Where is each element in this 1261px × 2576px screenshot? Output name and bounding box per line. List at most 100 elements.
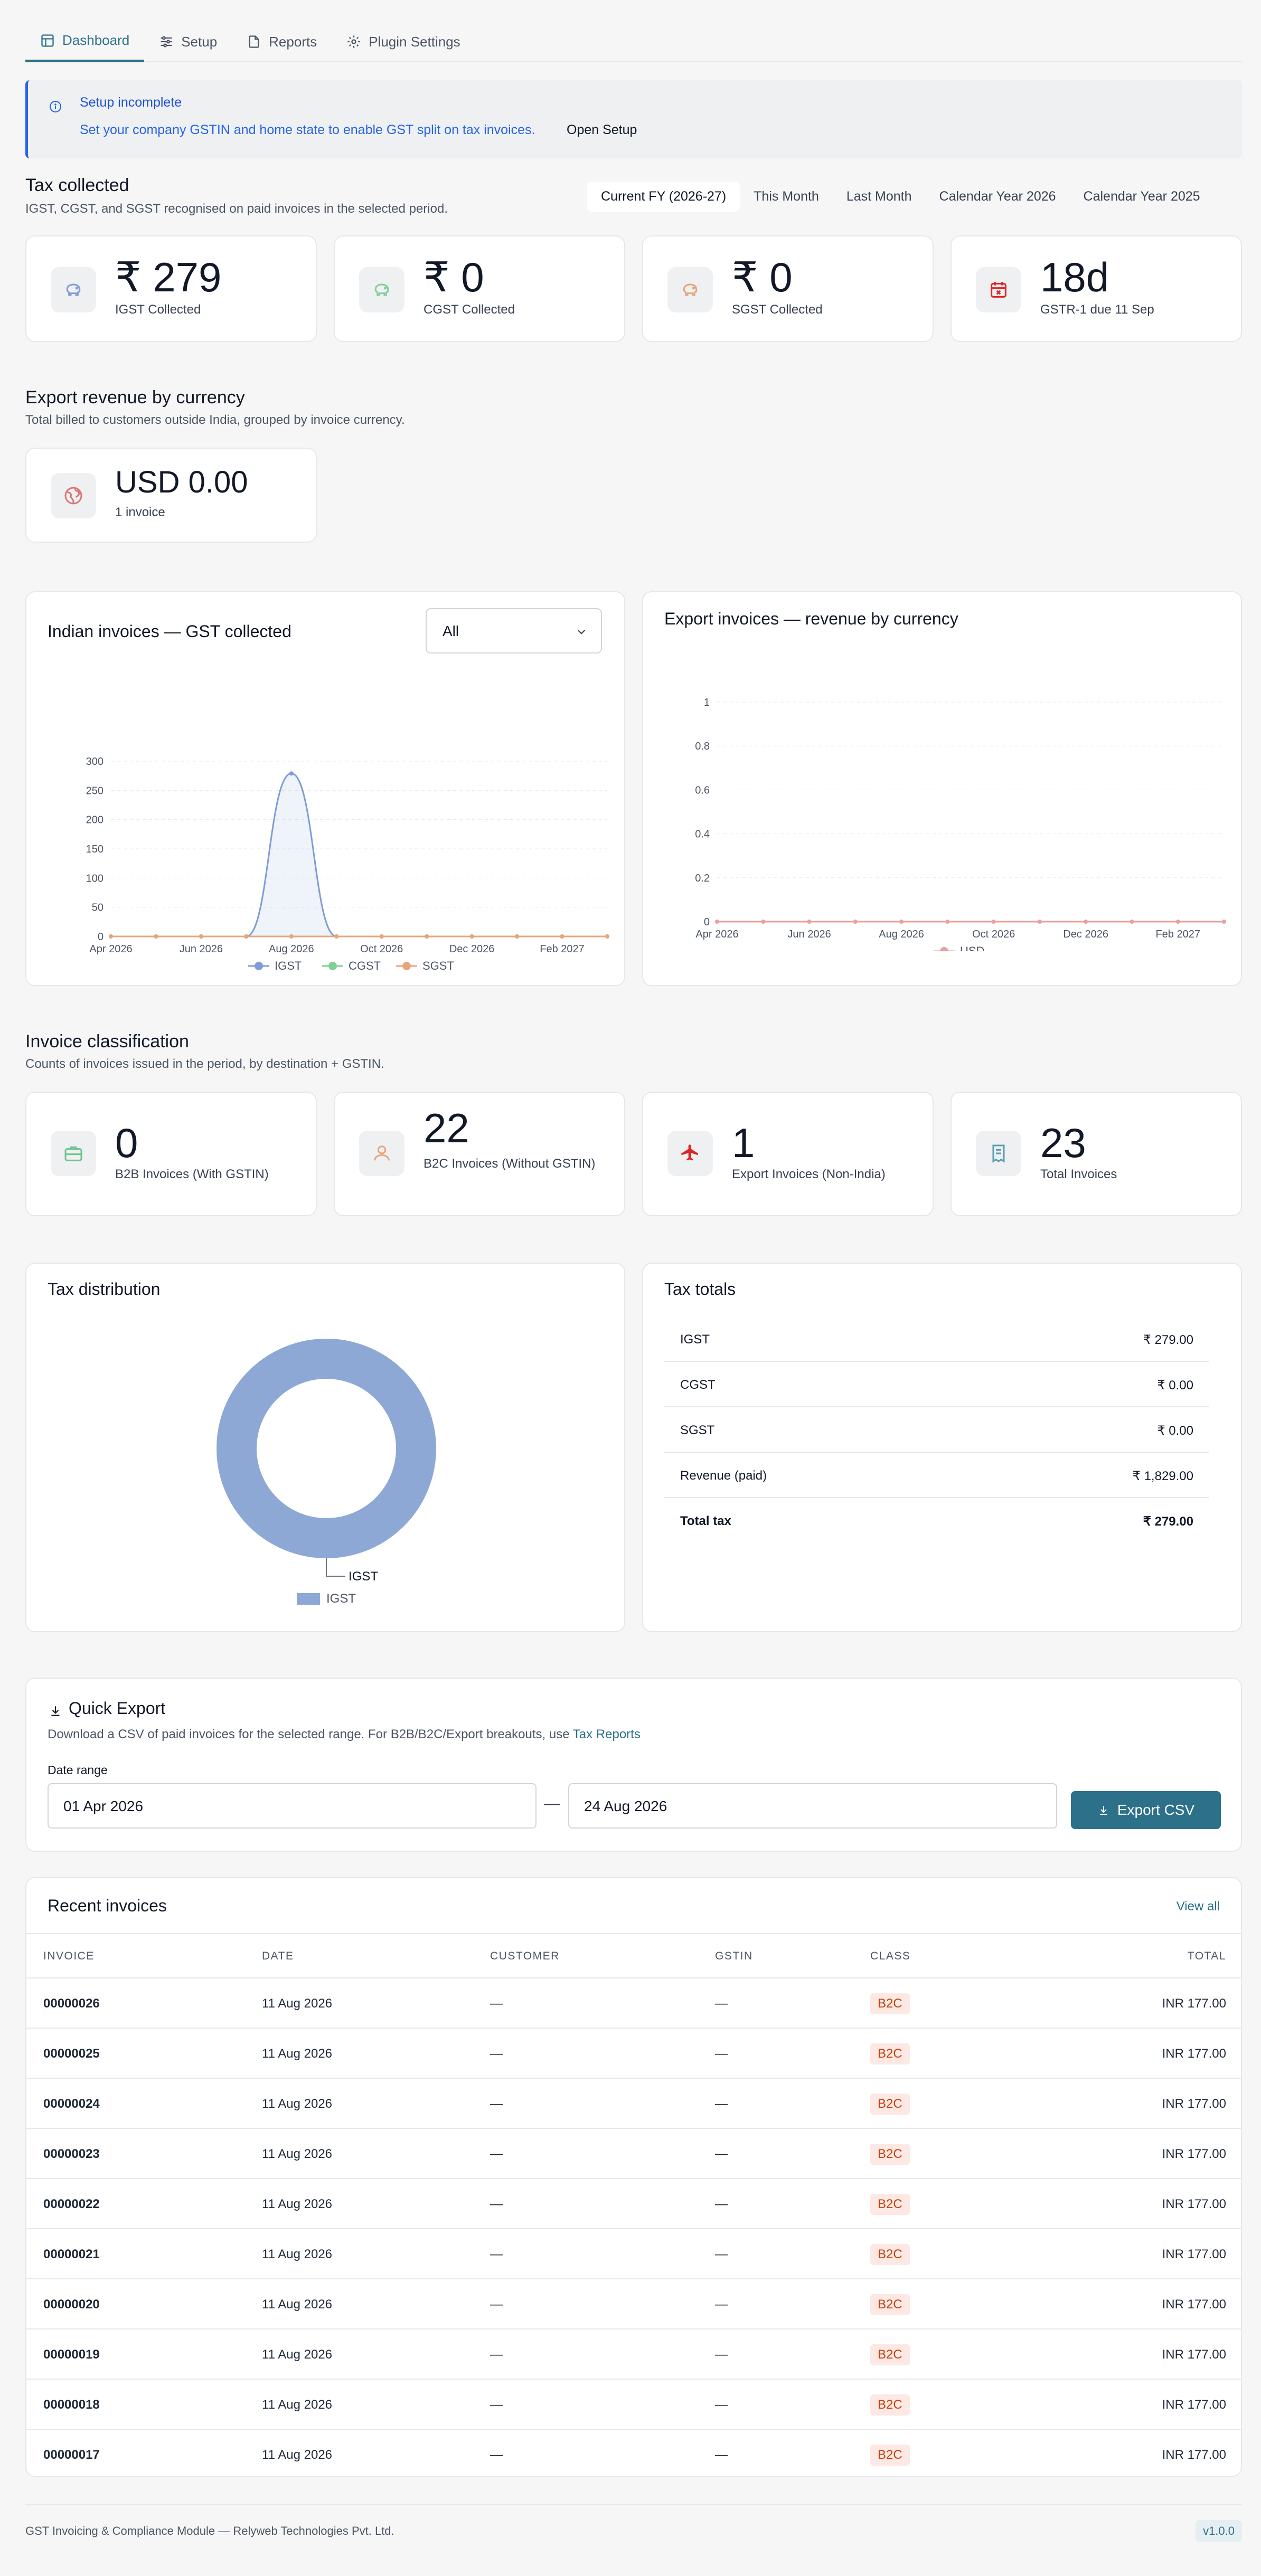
table-row[interactable]: 00000024 11 Aug 2026 — — B2C INR 177.00 <box>26 2078 1241 2128</box>
data-point <box>715 920 719 924</box>
tax-totals-panel: Tax totals IGST ₹ 279.00 CGST ₹ 0.00 SGS… <box>642 1263 1242 1632</box>
sgst-card: ₹ 0 SGST Collected <box>642 235 934 342</box>
table-row[interactable]: 00000023 11 Aug 2026 — — B2C INR 177.00 <box>26 2128 1241 2178</box>
y-tick-label: 150 <box>86 844 103 855</box>
cell-total: INR 177.00 <box>1162 2448 1226 2462</box>
tax-distribution-panel: Tax distribution IGST IGST <box>25 1263 625 1632</box>
igst-card: ₹ 279 IGST Collected <box>25 235 317 342</box>
col-date: DATE <box>262 1950 294 1962</box>
date-to-input[interactable]: 24 Aug 2026 <box>568 1783 1057 1829</box>
slice-label: IGST <box>349 1569 378 1584</box>
cgst-label: CGST Collected <box>424 302 515 317</box>
cell-customer: — <box>490 2297 503 2312</box>
table-row[interactable]: 00000019 11 Aug 2026 — — B2C INR 177.00 <box>26 2328 1241 2379</box>
cell-date: 11 Aug 2026 <box>262 2347 333 2362</box>
chevron-down-icon <box>577 629 586 634</box>
b2b-label: B2B Invoices (With GSTIN) <box>115 1167 269 1181</box>
export-line-chart: 0 0.2 0.4 0.6 0.8 1 Apr 2026 Jun 2026 Aug 2026 Oc… <box>695 697 1226 951</box>
tab-plugin-settings[interactable]: Plugin Settings <box>332 21 475 62</box>
b2c-card: 22 B2C Invoices (Without GSTIN) <box>334 1092 625 1216</box>
gst-type-select[interactable]: All <box>426 608 602 654</box>
cell-invoice[interactable]: 00000023 <box>43 2147 100 2161</box>
cell-customer: — <box>490 2398 503 2412</box>
date-from-input[interactable]: 01 Apr 2026 <box>48 1783 537 1829</box>
cell-class: B2C <box>870 2394 910 2416</box>
cell-class: B2C <box>870 2043 910 2064</box>
cell-total: INR 177.00 <box>1162 2398 1226 2412</box>
export-invoices-value: 1 <box>732 1120 755 1166</box>
cell-date: 11 Aug 2026 <box>262 2247 333 2261</box>
export-chart-title: Export invoices — revenue by currency <box>664 609 958 628</box>
briefcase-icon <box>51 1131 96 1176</box>
cell-total: INR 177.00 <box>1162 2247 1226 2261</box>
tab-setup[interactable]: Setup <box>144 21 232 62</box>
calendar-x-icon <box>976 267 1021 312</box>
tab-reports[interactable]: Reports <box>232 21 332 62</box>
cell-date: 11 Aug 2026 <box>262 2197 333 2211</box>
export-csv-label: Export CSV <box>1117 1802 1195 1818</box>
tax-total-row: CGST ₹ 0.00 <box>664 1362 1209 1407</box>
cell-invoice[interactable]: 00000022 <box>43 2197 100 2211</box>
range-calendar-2025[interactable]: Calendar Year 2025 <box>1083 189 1200 204</box>
y-tick-label: 100 <box>86 873 103 884</box>
tax-reports-link[interactable]: Tax Reports <box>572 1727 641 1741</box>
data-point <box>560 934 564 939</box>
cell-class: B2C <box>870 2144 910 2165</box>
cell-date: 11 Aug 2026 <box>262 2398 333 2412</box>
cell-invoice[interactable]: 00000018 <box>43 2398 100 2412</box>
cell-gstin: — <box>715 2347 728 2362</box>
data-point <box>289 934 294 939</box>
data-point <box>425 934 429 939</box>
cell-class: B2C <box>870 2344 910 2365</box>
cell-class: B2C <box>870 2294 910 2315</box>
cell-invoice[interactable]: 00000026 <box>43 1996 100 2011</box>
y-tick-label: 0.2 <box>695 873 710 884</box>
table-row[interactable]: 00000017 11 Aug 2026 — — B2C INR 177.00 <box>26 2429 1241 2476</box>
tax-collected-subtitle: IGST, CGST, and SGST recognised on paid … <box>25 202 448 216</box>
tab-dashboard[interactable]: Dashboard <box>25 21 145 62</box>
col-total: TOTAL <box>1187 1950 1226 1962</box>
col-gstin: GSTIN <box>715 1950 753 1962</box>
total-invoices-card: 23 Total Invoices <box>951 1092 1242 1216</box>
data-point <box>899 920 904 924</box>
range-current-fy[interactable]: Current FY (2026-27) <box>587 182 740 212</box>
table-row[interactable]: 00000026 11 Aug 2026 — — B2C INR 177.00 <box>26 1977 1241 2028</box>
cell-invoice[interactable]: 00000017 <box>43 2448 100 2462</box>
data-point <box>199 934 203 939</box>
range-this-month[interactable]: This Month <box>754 189 819 204</box>
export-csv-button[interactable]: Export CSV <box>1071 1791 1221 1829</box>
piggy-bank-icon <box>359 267 404 312</box>
table-row[interactable]: 00000025 11 Aug 2026 — — B2C INR 177.00 <box>26 2028 1241 2078</box>
table-row[interactable]: 00000021 11 Aug 2026 — — B2C INR 177.00 <box>26 2228 1241 2278</box>
range-calendar-2026[interactable]: Calendar Year 2026 <box>939 189 1056 204</box>
tax-distribution-title: Tax distribution <box>48 1280 161 1299</box>
tab-label: Reports <box>269 33 317 50</box>
cell-invoice[interactable]: 00000019 <box>43 2347 100 2362</box>
cell-date: 11 Aug 2026 <box>262 2047 333 2061</box>
cell-invoice[interactable]: 00000025 <box>43 2047 100 2061</box>
table-row[interactable]: 00000020 11 Aug 2026 — — B2C INR 177.00 <box>26 2278 1241 2328</box>
tab-label: Plugin Settings <box>369 33 460 50</box>
cell-invoice[interactable]: 00000021 <box>43 2247 100 2261</box>
cgst-card: ₹ 0 CGST Collected <box>334 235 625 342</box>
legend-label: IGST <box>275 959 302 972</box>
cell-customer: — <box>490 2097 503 2111</box>
table-row[interactable]: 00000022 11 Aug 2026 — — B2C INR 177.00 <box>26 2178 1241 2228</box>
view-all-link[interactable]: View all <box>1176 1899 1220 1914</box>
data-point <box>289 771 294 776</box>
table-row[interactable]: 00000018 11 Aug 2026 — — B2C INR 177.00 <box>26 2379 1241 2429</box>
y-tick-label: 200 <box>86 815 103 826</box>
cell-date: 11 Aug 2026 <box>262 2297 333 2312</box>
cell-invoice[interactable]: 00000024 <box>43 2097 100 2111</box>
legend-marker <box>328 962 337 970</box>
cell-gstin: — <box>715 1996 728 2011</box>
open-setup-link[interactable]: Open Setup <box>567 122 637 137</box>
globe-icon <box>51 473 96 518</box>
version-badge: v1.0.0 <box>1196 2520 1242 2542</box>
x-tick-label: Oct 2026 <box>360 943 403 955</box>
tax-distribution-donut: IGST IGST <box>217 1339 436 1606</box>
export-revenue-subtitle: Total billed to customers outside India,… <box>25 413 405 427</box>
tab-label: Setup <box>181 33 218 50</box>
range-last-month[interactable]: Last Month <box>846 189 912 204</box>
cell-invoice[interactable]: 00000020 <box>43 2297 100 2312</box>
